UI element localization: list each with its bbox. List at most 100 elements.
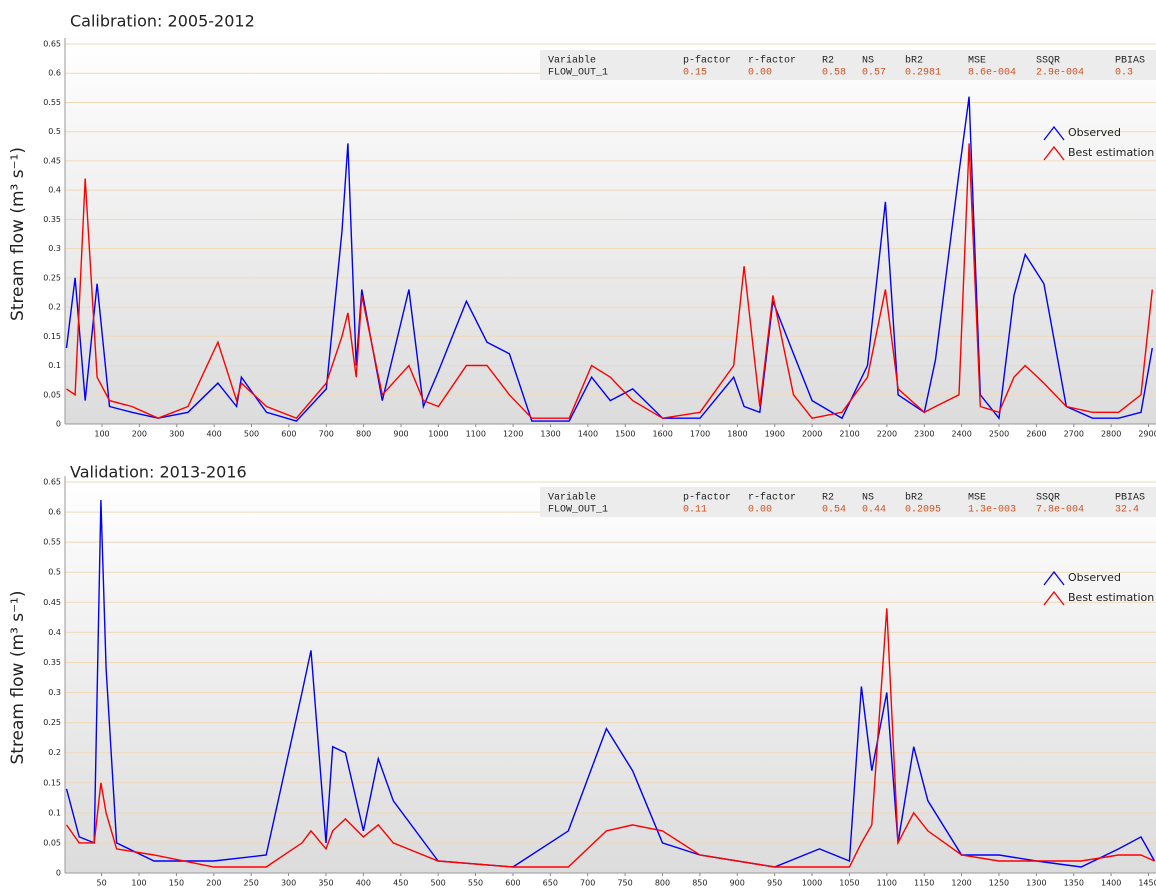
y-tick-label: 0.3 xyxy=(48,244,61,253)
table-header: SSQR xyxy=(1036,56,1060,67)
table-header: R2 xyxy=(822,493,834,504)
y-tick-label: 0.1 xyxy=(48,361,61,370)
x-tick-label: 2800 xyxy=(1101,430,1121,439)
y-axis-label: Stream flow (m³ s⁻¹) xyxy=(8,590,28,764)
y-tick-label: 0.55 xyxy=(43,98,61,107)
table-cell: 0.44 xyxy=(862,505,886,516)
table-header: R2 xyxy=(822,56,834,67)
x-tick-label: 1200 xyxy=(503,430,523,439)
x-tick-label: 1700 xyxy=(690,430,710,439)
x-tick-label: 850 xyxy=(692,879,707,888)
table-header: NS xyxy=(862,56,874,67)
x-tick-label: 1450 xyxy=(1138,879,1156,888)
legend-label: Best estimation xyxy=(1068,146,1154,159)
y-tick-label: 0.2 xyxy=(48,303,61,312)
y-tick-label: 0.55 xyxy=(43,538,61,547)
x-tick-label: 1050 xyxy=(839,879,859,888)
table-cell: 0.57 xyxy=(862,68,886,79)
legend-icon xyxy=(1043,590,1065,606)
x-tick-label: 400 xyxy=(206,430,221,439)
table-cell: FLOW_OUT_1 xyxy=(548,505,608,516)
table-cell: 0.2095 xyxy=(905,505,941,516)
x-tick-label: 400 xyxy=(356,879,371,888)
table-cell: 0.00 xyxy=(748,68,772,79)
table-header: p-factor xyxy=(683,492,731,504)
table-cell: 32.4 xyxy=(1115,505,1139,516)
legend-label: Observed xyxy=(1068,126,1121,139)
x-tick-label: 1800 xyxy=(727,430,747,439)
x-tick-label: 300 xyxy=(281,879,296,888)
table-cell: 8.6e-004 xyxy=(968,68,1016,79)
y-tick-label: 0.45 xyxy=(43,598,61,607)
table-header: Variable xyxy=(548,492,596,504)
x-tick-label: 50 xyxy=(97,879,107,888)
y-tick-label: 0.05 xyxy=(43,390,61,399)
x-tick-label: 1900 xyxy=(765,430,785,439)
table-cell: 0.15 xyxy=(683,68,707,79)
x-tick-label: 1400 xyxy=(1101,879,1121,888)
x-tick-label: 1250 xyxy=(989,879,1009,888)
x-tick-label: 1000 xyxy=(428,430,448,439)
x-tick-label: 900 xyxy=(393,430,408,439)
x-tick-label: 600 xyxy=(281,430,296,439)
x-tick-label: 1300 xyxy=(1026,879,1046,888)
x-tick-label: 2200 xyxy=(877,430,897,439)
table-cell: 2.9e-004 xyxy=(1036,68,1084,79)
table-cell: 1.3e-003 xyxy=(968,505,1016,516)
legend-label: Best estimation xyxy=(1068,591,1154,604)
series-line xyxy=(65,96,1153,422)
table-header: NS xyxy=(862,493,874,504)
x-tick-label: 2300 xyxy=(914,430,934,439)
y-tick-label: 0.5 xyxy=(48,127,61,136)
y-tick-label: 0.5 xyxy=(48,568,61,577)
x-tick-label: 2100 xyxy=(839,430,859,439)
x-tick-label: 2600 xyxy=(1026,430,1046,439)
y-tick-label: 0.2 xyxy=(48,748,61,757)
x-tick-label: 200 xyxy=(132,430,147,439)
y-tick-label: 0.25 xyxy=(43,273,61,282)
table-cell: 0.54 xyxy=(822,505,846,516)
x-tick-label: 250 xyxy=(244,879,259,888)
x-tick-label: 2000 xyxy=(802,430,822,439)
chart-title: Calibration: 2005-2012 xyxy=(70,12,255,31)
x-tick-label: 800 xyxy=(356,430,371,439)
y-tick-label: 0 xyxy=(56,869,61,878)
x-tick-label: 900 xyxy=(730,879,745,888)
x-tick-label: 2900 xyxy=(1138,430,1156,439)
table-header: p-factor xyxy=(683,55,731,67)
y-tick-label: 0.25 xyxy=(43,718,61,727)
table-cell: 0.58 xyxy=(822,68,846,79)
x-tick-label: 1150 xyxy=(914,879,934,888)
x-tick-label: 2400 xyxy=(951,430,971,439)
plot-background xyxy=(65,476,1156,873)
table-cell: 0.00 xyxy=(748,505,772,516)
y-tick-label: 0.15 xyxy=(43,778,61,787)
x-tick-label: 100 xyxy=(131,879,146,888)
x-tick-label: 350 xyxy=(318,879,333,888)
stats-table-background xyxy=(540,487,1156,517)
table-header: r-factor xyxy=(748,55,796,67)
x-tick-label: 1400 xyxy=(578,430,598,439)
series-line xyxy=(65,608,1155,868)
y-tick-label: 0 xyxy=(56,420,61,429)
x-tick-label: 1600 xyxy=(652,430,672,439)
x-tick-label: 500 xyxy=(244,430,259,439)
x-tick-label: 150 xyxy=(169,879,184,888)
y-tick-label: 0.4 xyxy=(48,628,61,637)
x-tick-label: 700 xyxy=(580,879,595,888)
x-tick-label: 1350 xyxy=(1064,879,1084,888)
x-tick-label: 300 xyxy=(169,430,184,439)
table-header: SSQR xyxy=(1036,493,1060,504)
table-cell: 0.3 xyxy=(1115,68,1133,79)
y-tick-label: 0.4 xyxy=(48,186,61,195)
table-header: bR2 xyxy=(905,55,923,67)
stats-table-background xyxy=(540,50,1156,80)
x-tick-label: 500 xyxy=(430,879,445,888)
y-tick-label: 0.65 xyxy=(43,478,61,487)
y-tick-label: 0.6 xyxy=(48,508,61,517)
x-tick-label: 1100 xyxy=(466,430,486,439)
x-tick-label: 1300 xyxy=(540,430,560,439)
y-tick-label: 0.15 xyxy=(43,332,61,341)
x-tick-label: 700 xyxy=(319,430,334,439)
